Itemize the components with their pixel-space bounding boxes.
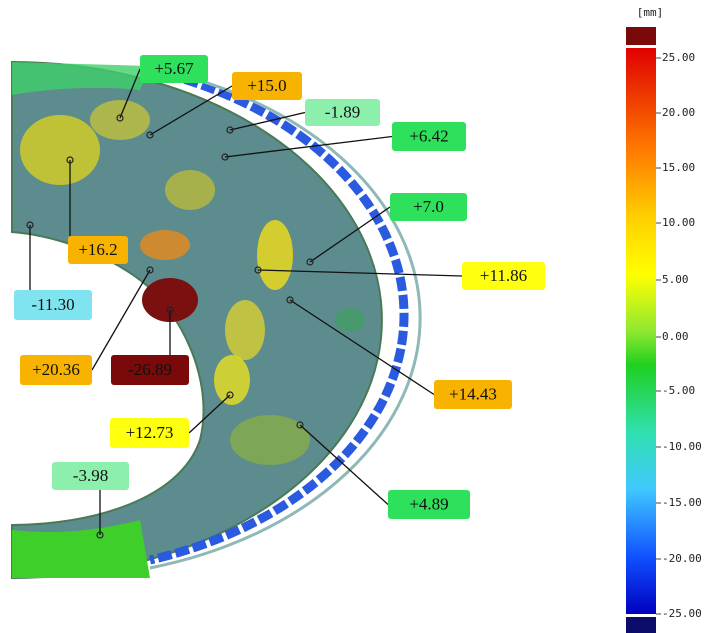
color-bar: [mm] bbox=[626, 6, 663, 633]
annotation-label: +11.86 bbox=[480, 266, 527, 285]
tick-label: 20.00 bbox=[662, 106, 695, 119]
tick-label: -25.00 bbox=[662, 607, 702, 620]
annotation-label: -26.89 bbox=[128, 360, 172, 379]
annotation-label: +4.89 bbox=[409, 494, 448, 513]
tick-label: 15.00 bbox=[662, 161, 695, 174]
tick-label: 10.00 bbox=[662, 216, 695, 229]
annotation-label: +5.67 bbox=[154, 59, 194, 78]
annotation-label: +15.0 bbox=[247, 76, 286, 95]
annotation-label: -1.89 bbox=[325, 102, 360, 121]
tick-label: 0.00 bbox=[662, 330, 689, 343]
annotation-label: +6.42 bbox=[409, 126, 448, 145]
annotation-label: +7.0 bbox=[413, 197, 444, 216]
annotation-label: -11.30 bbox=[31, 295, 74, 314]
tick-label: -15.00 bbox=[662, 496, 702, 509]
annotation-label: +14.43 bbox=[449, 384, 497, 403]
tick-label: -10.00 bbox=[662, 440, 702, 453]
deviation-map: [mm] 25.00 20.00 15.00 10.00 5.00 0.00 -5.00 -1… bbox=[0, 0, 710, 633]
screen: [mm] 25.00 20.00 15.00 10.00 5.00 0.00 -5.00 -1… bbox=[0, 0, 710, 633]
tick-label: -20.00 bbox=[662, 552, 702, 565]
annotation-label: -3.98 bbox=[73, 466, 108, 485]
tick-label: 5.00 bbox=[662, 273, 689, 286]
unit-label: [mm] bbox=[637, 6, 664, 19]
annotation-label: +12.73 bbox=[126, 423, 174, 442]
tick-label: 25.00 bbox=[662, 51, 695, 64]
annotation-label: +20.36 bbox=[32, 360, 80, 379]
tick-label: -5.00 bbox=[662, 384, 695, 397]
annotation-label: +16.2 bbox=[78, 240, 117, 259]
